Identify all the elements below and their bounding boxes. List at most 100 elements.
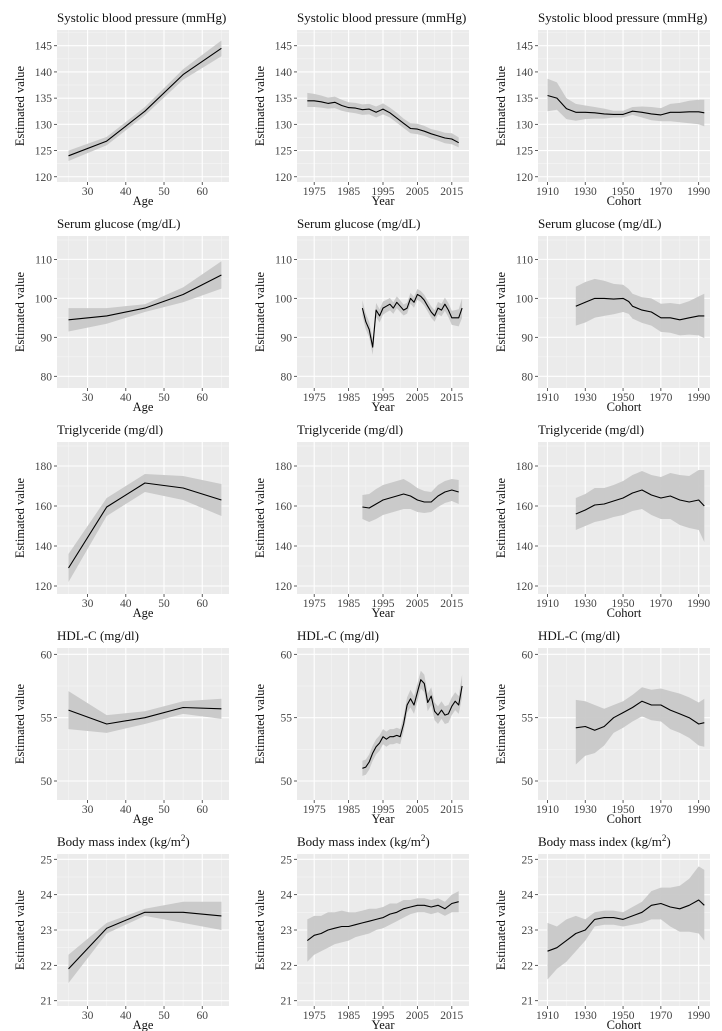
y-axis-label: Estimated value: [253, 65, 267, 146]
x-axis-label: Age: [133, 1018, 154, 1031]
y-tick-label: 145: [275, 41, 293, 53]
confidence-ribbon: [547, 866, 705, 980]
confidence-ribbon: [575, 470, 705, 542]
x-tick-label: 50: [158, 804, 170, 816]
series-line: [68, 482, 222, 569]
chart-panel-4-1: HDL-C (mg/dl) 30 40 50 60 50 55 60 Age Estimated …: [0, 618, 240, 826]
series-line: [68, 706, 222, 725]
x-tick-label: 1950: [612, 186, 635, 198]
y-tick-label: 60: [281, 649, 293, 661]
x-tick-label: 2005: [406, 1010, 429, 1022]
chart-panel-5-2: Body mass index (kg/m2) 1975 1985 1995 2005 2…: [240, 824, 480, 1031]
y-tick-label: 140: [275, 67, 293, 79]
x-tick-label: 50: [158, 186, 170, 198]
panel-title: HDL-C (mg/dl): [538, 628, 620, 643]
chart-svg: Triglyceride (mg/dl) 30 40 50 60 120 140 160 180…: [13, 422, 229, 620]
y-tick-label: 23: [41, 925, 53, 937]
panel-title: Body mass index (kg/m2): [297, 833, 430, 849]
x-tick-label: 2005: [406, 186, 429, 198]
y-tick-label: 21: [41, 996, 53, 1008]
series-line: [575, 700, 705, 731]
y-axis-label: Estimated value: [253, 271, 267, 352]
y-tick-label: 90: [522, 332, 534, 344]
y-tick-label: 125: [35, 146, 53, 158]
series-line: [547, 94, 705, 116]
chart-panel-2-1: Serum glucose (mg/dL) 30 40 50 60 80 90 100 110 A…: [0, 206, 240, 414]
x-tick-label: 1990: [687, 392, 710, 404]
y-axis-label: Estimated value: [494, 683, 508, 764]
y-tick-label: 140: [275, 541, 293, 553]
y-tick-label: 140: [516, 541, 534, 553]
panel-title: Triglyceride (mg/dl): [297, 422, 403, 437]
x-axis-label: Age: [133, 194, 154, 208]
x-tick-label: 1985: [337, 392, 360, 404]
x-axis-label: Cohort: [607, 400, 642, 414]
x-tick-label: 40: [120, 804, 132, 816]
panel-title: Body mass index (kg/m2): [538, 833, 671, 849]
x-tick-label: 30: [82, 598, 94, 610]
panel-title: Body mass index (kg/m2): [57, 833, 190, 849]
chart-panel-3-1: Triglyceride (mg/dl) 30 40 50 60 120 140 160 180…: [0, 412, 240, 620]
y-tick-label: 90: [41, 332, 53, 344]
confidence-ribbon: [575, 278, 705, 339]
y-axis-label: Estimated value: [253, 683, 267, 764]
y-axis-label: Estimated value: [13, 65, 27, 146]
y-tick-label: 23: [281, 925, 293, 937]
panel-title: HDL-C (mg/dl): [297, 628, 379, 643]
x-tick-label: 1985: [337, 598, 360, 610]
x-tick-label: 2015: [440, 598, 463, 610]
y-tick-label: 135: [35, 93, 53, 105]
x-axis-label: Cohort: [607, 194, 642, 208]
confidence-ribbon: [575, 687, 705, 765]
series-line: [362, 679, 463, 769]
chart-svg: Serum glucose (mg/dL) 1910 1930 1950 1970 199…: [494, 216, 710, 414]
x-tick-label: 1930: [574, 392, 597, 404]
x-tick-label: 1985: [337, 1010, 360, 1022]
y-tick-label: 60: [41, 649, 53, 661]
y-tick-label: 180: [516, 461, 534, 473]
y-tick-label: 50: [281, 776, 293, 788]
chart-svg: Serum glucose (mg/dL) 1975 1985 1995 2005 201…: [253, 216, 469, 414]
y-tick-label: 140: [516, 67, 534, 79]
x-tick-label: 1990: [687, 186, 710, 198]
chart-panel-1-2: Systolic blood pressure (mmHg) 1975 1985 19…: [240, 0, 480, 208]
series-line: [547, 899, 705, 952]
x-tick-label: 30: [82, 186, 94, 198]
confidence-ribbon: [68, 691, 222, 733]
x-tick-label: 50: [158, 392, 170, 404]
x-tick-label: 1950: [612, 1010, 635, 1022]
series-line: [307, 100, 459, 144]
y-tick-label: 50: [522, 776, 534, 788]
chart-panel-3-2: Triglyceride (mg/dl) 1975 1985 1995 2005 2015…: [240, 412, 480, 620]
y-axis-label: Estimated value: [13, 271, 27, 352]
y-tick-label: 125: [275, 146, 293, 158]
chart-panel-1-3: Systolic blood pressure (mmHg) 1910 1930 19…: [481, 0, 721, 208]
y-tick-label: 100: [35, 293, 53, 305]
plot-background: [57, 442, 229, 594]
y-tick-label: 130: [275, 119, 293, 131]
x-axis-label: Year: [371, 400, 395, 414]
chart-panel-2-2: Serum glucose (mg/dL) 1975 1985 1995 2005 201…: [240, 206, 480, 414]
series-line: [575, 489, 705, 515]
x-tick-label: 1950: [612, 804, 635, 816]
x-tick-label: 1970: [649, 186, 672, 198]
y-axis-label: Estimated value: [13, 889, 27, 970]
y-tick-label: 110: [516, 254, 533, 266]
y-tick-label: 140: [35, 541, 53, 553]
y-tick-label: 25: [41, 854, 53, 866]
x-axis-label: Cohort: [607, 812, 642, 826]
y-tick-label: 120: [35, 581, 53, 593]
series-line: [362, 489, 459, 509]
y-tick-label: 22: [281, 960, 293, 972]
y-tick-label: 24: [41, 890, 53, 902]
chart-panel-1-1: Systolic blood pressure (mmHg) 30 40 50 60 12…: [0, 0, 240, 208]
x-tick-label: 1910: [536, 1010, 559, 1022]
y-tick-label: 120: [275, 581, 293, 593]
x-tick-label: 50: [158, 1010, 170, 1022]
panel-title: Triglyceride (mg/dl): [57, 422, 163, 437]
x-tick-label: 1910: [536, 804, 559, 816]
x-axis-label: Age: [133, 812, 154, 826]
chart-svg: Triglyceride (mg/dl) 1975 1985 1995 2005 2015…: [253, 422, 469, 620]
series-line: [68, 911, 222, 970]
